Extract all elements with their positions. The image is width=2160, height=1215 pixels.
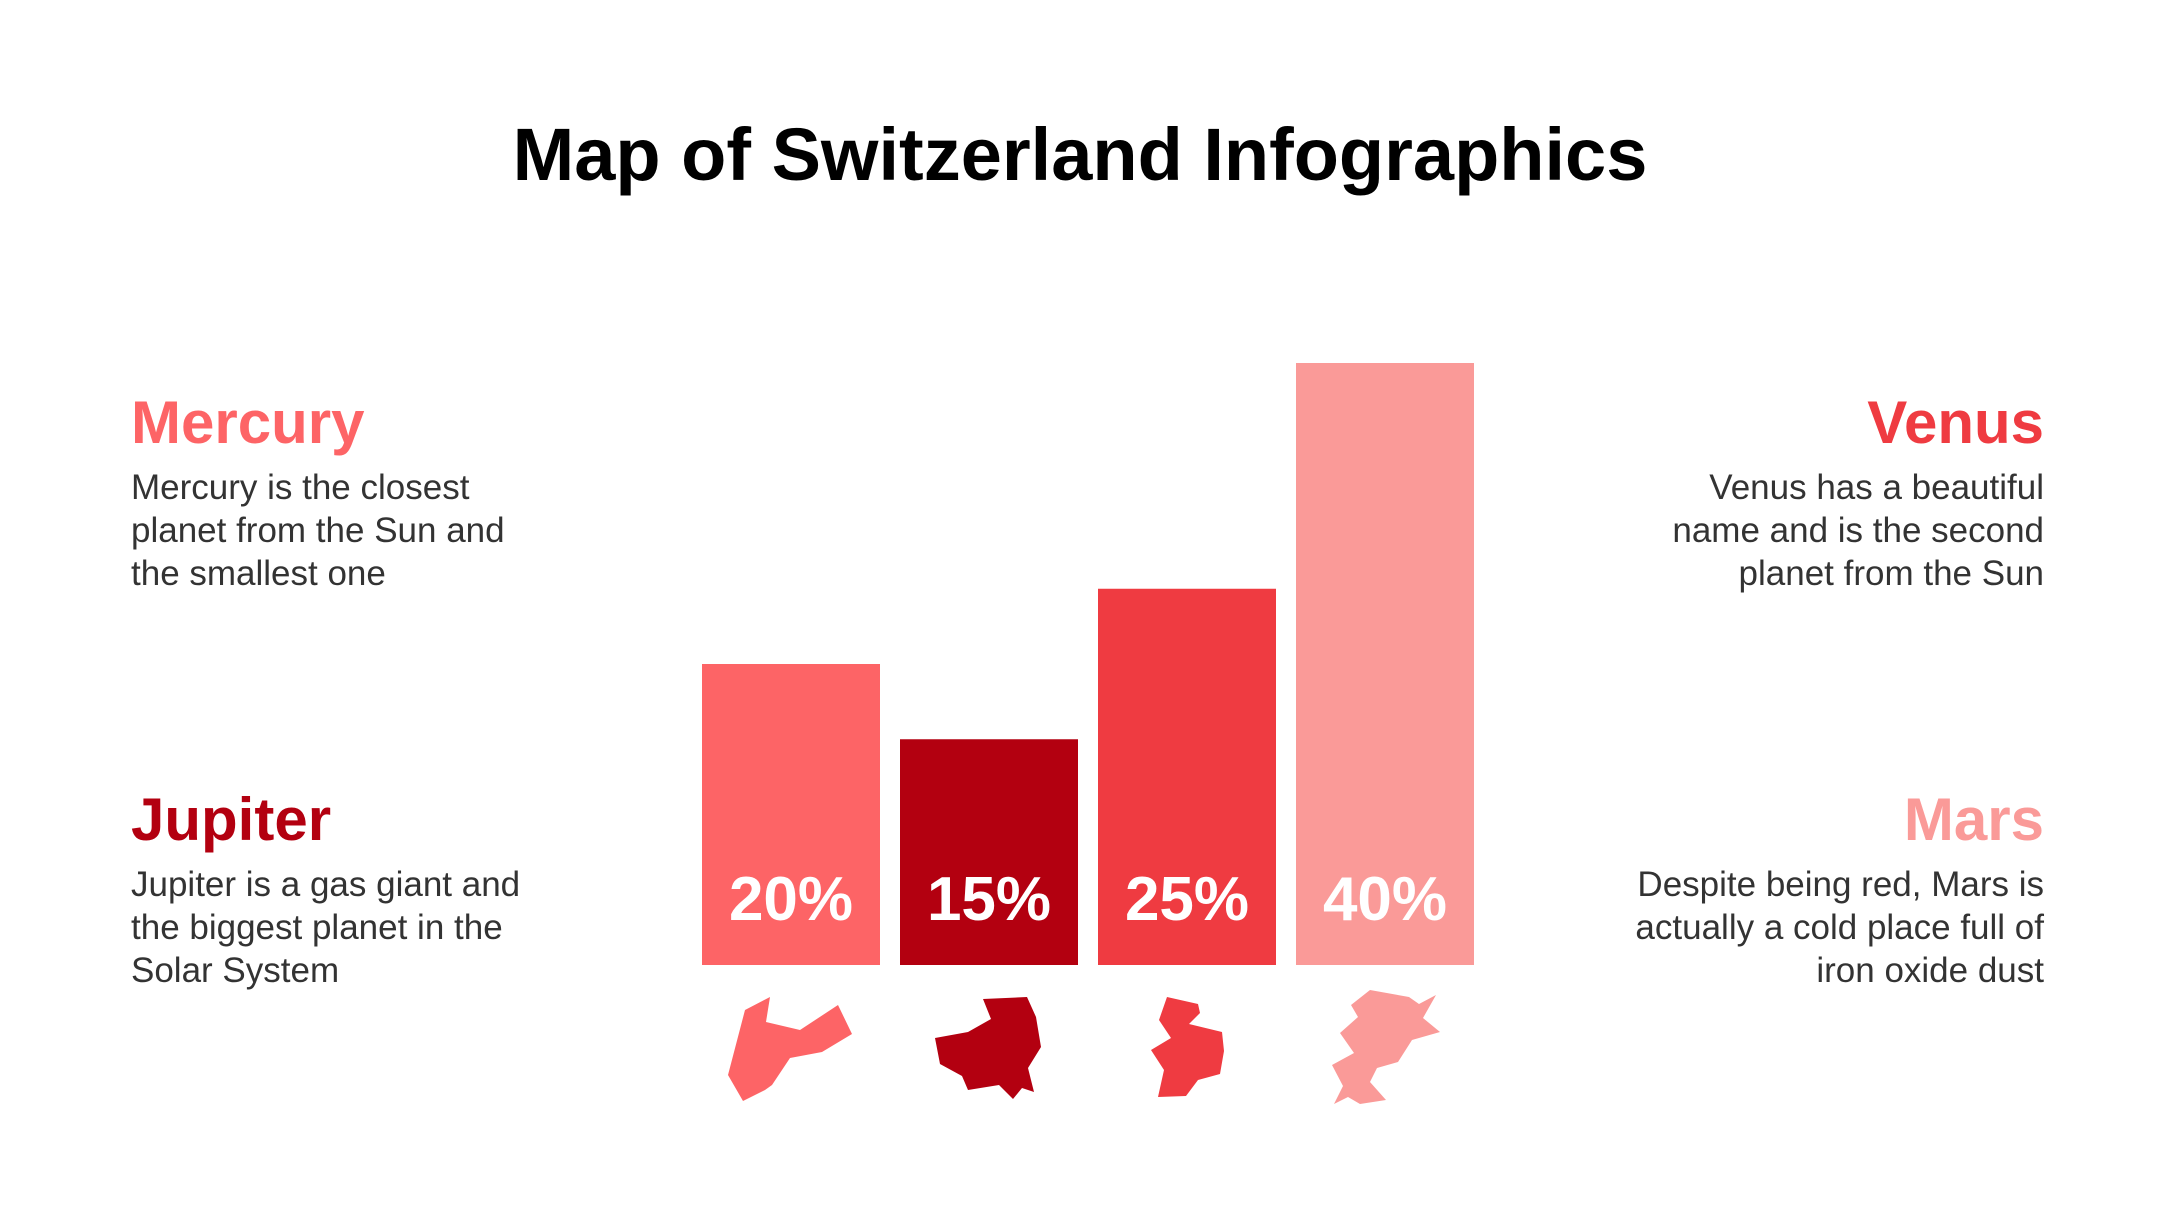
mercury-description: Mercury is the closest planet from the S… xyxy=(131,468,505,593)
bar-mercury xyxy=(702,664,880,965)
venus-heading: Venus xyxy=(1867,389,2044,456)
jupiter-description: Jupiter is a gas giant and the biggest p… xyxy=(131,865,521,990)
bar-label-venus: 25% xyxy=(1125,865,1249,934)
mars-block: Mars Despite being red, Mars is actually… xyxy=(1484,787,2044,992)
bar-label-jupiter: 15% xyxy=(927,865,1051,934)
bar-label-mercury: 20% xyxy=(729,865,853,934)
canton-shape-icon-2 xyxy=(935,997,1041,1099)
canton-shape-icon-4 xyxy=(1332,990,1440,1104)
bar-label-mars: 40% xyxy=(1323,865,1447,934)
mercury-heading: Mercury xyxy=(131,389,365,456)
mars-heading: Mars xyxy=(1903,786,2044,853)
venus-description: Venus has a beautiful name and is the se… xyxy=(1672,468,2044,593)
jupiter-block: Jupiter Jupiter is a gas giant and the b… xyxy=(131,787,691,992)
bar-mars xyxy=(1296,363,1474,965)
jupiter-heading: Jupiter xyxy=(131,786,332,853)
page-title: Map of Switzerland Infographics xyxy=(512,113,1648,196)
bar-venus xyxy=(1098,588,1276,965)
mercury-block: Mercury Mercury is the closest planet fr… xyxy=(131,390,691,595)
mars-description: Despite being red, Mars is actually a co… xyxy=(1635,865,2044,990)
venus-block: Venus Venus has a beautiful name and is … xyxy=(1484,390,2044,595)
canton-shape-icon-3 xyxy=(1151,997,1224,1097)
canton-shape-icon-1 xyxy=(728,997,852,1101)
bar-jupiter xyxy=(900,739,1078,965)
